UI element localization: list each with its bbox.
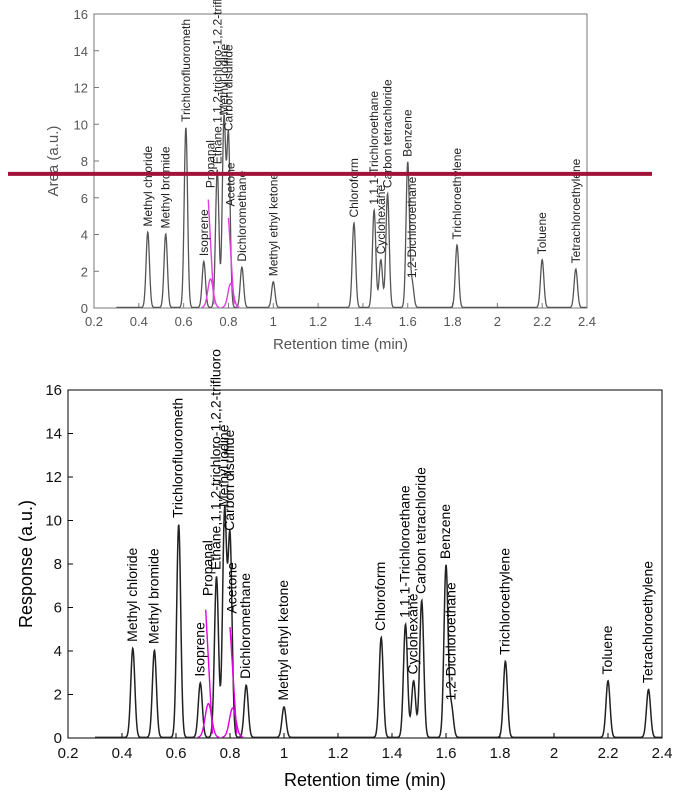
highlight-peak: [221, 282, 240, 309]
x-tick-label: 2.2: [533, 314, 551, 329]
y-tick-label: 0: [81, 301, 88, 316]
peak-label: Toluene: [599, 625, 615, 674]
peak-label: Trichlorofluorometh: [179, 19, 193, 122]
x-tick-label: 0.4: [130, 314, 148, 329]
x-tick-label: 1: [270, 314, 277, 329]
x-tick-label: 1.8: [444, 314, 462, 329]
y-tick-label: 14: [45, 426, 62, 443]
x-tick-label: 1.2: [328, 745, 349, 762]
x-tick-label: 0.4: [112, 745, 133, 762]
highlight-peak: [221, 707, 244, 738]
y-axis-title: Area (a.u.): [45, 126, 62, 197]
peak-label: Propanal: [199, 540, 215, 596]
peak-label: Methyl ethyl ketone: [275, 580, 291, 701]
peak-label: 1,2-Dichloroethane: [442, 582, 458, 701]
peak-label: Methyl iodine: [216, 424, 232, 507]
x-tick-label: 0.8: [219, 314, 237, 329]
peak-label: Toluene: [535, 212, 549, 254]
peak-label: Benzene: [401, 109, 415, 157]
peak-label: Isoprene: [197, 209, 211, 256]
x-tick-label: 1.4: [354, 314, 372, 329]
highlight-peak: [197, 702, 220, 738]
highlight-peak: [201, 278, 220, 309]
x-tick-label: 1: [280, 745, 288, 762]
peak-label: Carbon tetrachloride: [413, 467, 429, 594]
highlight-leader-line: [229, 627, 238, 734]
peak-label: Ethane,1,1,2-trichloro-1,2,2-trifluoro-: [210, 0, 224, 164]
peak-label: Carbon disulfide: [221, 44, 235, 131]
x-axis-title: Retention time (min): [273, 336, 408, 353]
peak-label: Methyl iodine: [217, 44, 231, 115]
peak-label: Dichloromethane: [235, 171, 249, 262]
peak-label: 1,2-Dichloroethane: [405, 176, 419, 278]
peak-label: Carbon disulfide: [221, 430, 237, 531]
y-tick-label: 0: [54, 730, 62, 747]
y-axis-title: Response (a.u.): [16, 500, 36, 628]
peak-label: Isoprene: [191, 622, 207, 677]
x-tick-label: 2.2: [598, 745, 619, 762]
x-tick-label: 2: [550, 745, 558, 762]
y-tick-label: 6: [81, 191, 88, 206]
x-tick-label: 2: [494, 314, 501, 329]
peak-label: Methyl chloride: [141, 146, 155, 227]
y-tick-label: 8: [54, 556, 62, 573]
y-tick-label: 10: [74, 117, 88, 132]
peak-label: Tetrachloroethylene: [569, 158, 583, 263]
y-tick-label: 12: [45, 469, 62, 486]
peak-label: Benzene: [437, 504, 453, 559]
highlight-leader-line: [207, 199, 215, 305]
y-tick-label: 16: [45, 382, 62, 399]
peak-label: Methyl bromide: [159, 146, 173, 228]
peak-label: Carbon tetrachloride: [381, 79, 395, 188]
x-tick-label: 1.8: [490, 745, 511, 762]
peak-label: Propanal: [204, 140, 218, 188]
y-tick-label: 8: [81, 154, 88, 169]
x-tick-label: 0.2: [58, 745, 79, 762]
y-tick-label: 2: [81, 264, 88, 279]
peak-label: Trichloroethylene: [496, 548, 512, 655]
y-tick-label: 12: [74, 81, 88, 96]
y-tick-label: 6: [54, 600, 62, 617]
chromatogram-trace: [116, 113, 587, 308]
peak-label: Tetrachloroethylene: [640, 561, 656, 683]
x-tick-label: 2.4: [652, 745, 673, 762]
y-tick-label: 16: [74, 7, 88, 22]
x-tick-label: 1.2: [309, 314, 327, 329]
peak-label: Trichloroethylene: [450, 148, 464, 240]
x-tick-label: 0.6: [166, 745, 187, 762]
peak-label: Chloroform: [372, 562, 388, 631]
x-tick-label: 1.6: [399, 314, 417, 329]
peak-label: Cyclohexane: [405, 593, 421, 674]
y-tick-label: 4: [54, 643, 62, 660]
x-axis-title: Retention time (min): [284, 770, 446, 790]
peak-label: 1,1,1-Trichloroethane: [367, 91, 381, 205]
y-tick-label: 2: [54, 687, 62, 704]
peak-label: Methyl chloride: [124, 547, 140, 641]
peak-label: Dichloromethane: [237, 573, 253, 679]
x-tick-label: 0.6: [175, 314, 193, 329]
x-tick-label: 1.6: [436, 745, 457, 762]
top-chromatogram-panel: 0.2 0.4 0.6 0.8 1 1.2 1.4 1.6 1.8 2 2.2 2.4 0 2 4 6 8 10 1…: [8, 0, 652, 353]
x-tick-label: 0.8: [220, 745, 241, 762]
peak-label: Acetone: [224, 562, 240, 614]
bottom-chromatogram-panel: 0.2 0.4 0.6 0.8 1 1.2 1.4 1.6 1.8 2 2.2 2.4 0 2 4 6 8 10 1…: [16, 349, 672, 790]
x-tick-label: 2.4: [578, 314, 596, 329]
peak-label: Methyl ethyl ketone: [266, 173, 280, 277]
highlight-leader-line: [205, 609, 214, 734]
chromatogram-trace: [95, 505, 662, 738]
y-tick-label: 14: [74, 44, 88, 59]
highlight-leader-line: [227, 217, 235, 305]
peak-label: 1,1,1-Trichloroethane: [397, 485, 413, 618]
peak-label: Chloroform: [347, 158, 361, 217]
x-tick-label: 1.4: [382, 745, 403, 762]
peak-label: Ethane,1,1,2-trichloro-1,2,2-trifluoro: [208, 349, 224, 570]
peak-label: Trichlorofluorometh: [170, 398, 186, 518]
x-tick-label: 0.2: [85, 314, 103, 329]
peak-label: Methyl bromide: [145, 548, 161, 644]
y-tick-label: 4: [81, 228, 88, 243]
peak-label: Cyclohexane: [374, 185, 388, 255]
y-tick-label: 10: [45, 513, 62, 530]
